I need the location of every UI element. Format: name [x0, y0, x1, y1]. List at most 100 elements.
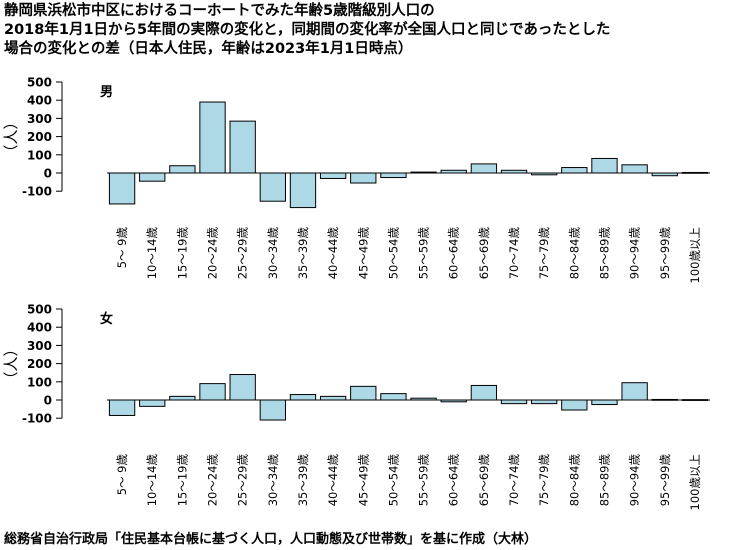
bar-25～29歳	[229, 120, 256, 174]
x-tick-label: 45～49歳	[356, 227, 370, 280]
y-tick-label: 100	[27, 148, 52, 162]
x-tick-label: 100歳以上	[688, 227, 702, 283]
bar-10～14歳	[139, 172, 166, 182]
x-tick-label: 25～29歳	[236, 454, 250, 507]
x-tick-label: 30～34歳	[266, 454, 280, 507]
bar-35～39歳	[289, 394, 317, 401]
x-tick-label: 60～64歳	[447, 227, 461, 280]
y-tick-label: 300	[27, 339, 52, 353]
source-note: 総務省自治行政局「住民基本台帳に基づく人口，人口動態及び世帯数」を基に作成（大林…	[4, 532, 538, 547]
y-tick-label: 200	[27, 357, 52, 371]
bar-40～44歳	[319, 395, 347, 401]
bar-15～19歳	[169, 395, 196, 401]
x-tick-label: 95～99歳	[658, 227, 672, 280]
bar-5～ 9歳	[108, 399, 136, 416]
y-tick-label: -100	[22, 185, 52, 199]
y-tick-label: 200	[27, 130, 52, 144]
x-tick-label: 80～84歳	[567, 227, 581, 280]
panel-label: 女	[100, 311, 113, 327]
y-axis-label: （人）	[2, 114, 20, 159]
bar-85～89歳	[591, 399, 618, 406]
bar-20～24歳	[199, 383, 226, 401]
bar-100歳以上	[681, 171, 709, 174]
bar-55～59歳	[410, 397, 437, 401]
bar-35～39歳	[289, 172, 317, 209]
x-tick-label: 70～74歳	[507, 227, 521, 280]
x-tick-label: 10～14歳	[145, 454, 159, 507]
x-tick-label: 60～64歳	[447, 454, 461, 507]
x-tick-label: 40～44歳	[326, 227, 340, 280]
x-tick-label: 75～79歳	[537, 454, 551, 507]
bar-40～44歳	[319, 172, 347, 179]
panel-label: 男	[100, 85, 113, 100]
bar-5～ 9歳	[108, 172, 136, 205]
bar-20～24歳	[199, 101, 226, 174]
x-tick-label: 55～59歳	[417, 454, 431, 507]
bar-95～99歳	[651, 398, 678, 401]
y-tick-label: 0	[44, 167, 52, 181]
bar-25～29歳	[229, 374, 256, 401]
x-tick-label: 100歳以上	[688, 454, 702, 510]
x-tick-label: 30～34歳	[266, 227, 280, 280]
x-tick-label: 40～44歳	[326, 454, 340, 507]
x-tick-label: 55～59歳	[417, 227, 431, 280]
y-tick-label: 500	[27, 303, 52, 317]
x-tick-label: 45～49歳	[356, 454, 370, 507]
bar-65～69歳	[470, 384, 498, 401]
bar-75～79歳	[531, 399, 558, 405]
x-tick-label: 70～74歳	[507, 454, 521, 507]
bar-45～49歳	[350, 172, 377, 184]
x-tick-label: 85～89歳	[597, 227, 611, 280]
title-line-1: 静岡県浜松市中区におけるコーホートでみた年齢5歳階級別人口の	[4, 3, 435, 19]
bar-90～94歳	[621, 382, 648, 401]
bar-85～89歳	[591, 157, 618, 174]
y-tick-label: 100	[27, 375, 52, 389]
y-tick-label: 500	[27, 76, 52, 90]
x-tick-label: 50～54歳	[386, 227, 400, 280]
title-line-2: 2018年1月1日から5年間の実際の変化と，同期間の変化率が全国人口と同じであっ…	[4, 22, 611, 38]
y-tick-label: -100	[22, 412, 52, 426]
x-tick-label: 65～69歳	[477, 454, 491, 507]
bar-50～54歳	[380, 172, 407, 179]
y-tick-label: 400	[27, 321, 52, 335]
x-tick-label: 5～ 9歳	[115, 227, 129, 269]
x-tick-label: 15～19歳	[175, 454, 189, 507]
x-tick-label: 80～84歳	[567, 454, 581, 507]
x-tick-label: 20～24歳	[206, 227, 220, 280]
y-tick-label: 300	[27, 112, 52, 126]
x-tick-label: 25～29歳	[236, 227, 250, 280]
bar-80～84歳	[561, 167, 588, 174]
y-tick-label: 400	[27, 94, 52, 108]
bar-80～84歳	[561, 399, 588, 411]
bar-15～19歳	[169, 165, 196, 174]
x-tick-label: 35～39歳	[296, 227, 310, 280]
x-tick-label: 90～94歳	[628, 227, 642, 280]
bar-55～59歳	[410, 171, 437, 174]
x-tick-label: 90～94歳	[628, 454, 642, 507]
bar-50～54歳	[380, 393, 407, 401]
x-tick-label: 35～39歳	[296, 454, 310, 507]
bar-95～99歳	[651, 172, 678, 177]
bar-75～79歳	[531, 172, 558, 176]
bar-70～74歳	[500, 169, 528, 174]
bar-60～64歳	[440, 169, 467, 174]
bar-30～34歳	[259, 172, 286, 202]
x-tick-label: 15～19歳	[175, 227, 189, 280]
chart-panel-1: -100 0 100 200 300 400 500 （人） 男 5～ 9歳 10～14歳 15～19…	[2, 76, 710, 283]
bar-30～34歳	[259, 399, 286, 421]
x-tick-label: 85～89歳	[597, 454, 611, 507]
chart-panel-2: -100 0 100 200 300 400 500 （人） 女 5～ 9歳 10～14歳 15～19…	[2, 303, 710, 510]
y-tick-label: 0	[44, 394, 52, 408]
bar-45～49歳	[350, 385, 377, 401]
x-tick-label: 95～99歳	[658, 454, 672, 507]
x-tick-label: 65～69歳	[477, 227, 491, 280]
x-tick-label: 75～79歳	[537, 227, 551, 280]
x-tick-label: 50～54歳	[386, 454, 400, 507]
x-tick-label: 10～14歳	[145, 227, 159, 280]
bar-65～69歳	[470, 163, 498, 174]
x-tick-label: 5～ 9歳	[115, 454, 129, 496]
bar-70～74歳	[500, 399, 528, 405]
bar-10～14歳	[139, 399, 166, 407]
bar-90～94歳	[621, 164, 648, 174]
